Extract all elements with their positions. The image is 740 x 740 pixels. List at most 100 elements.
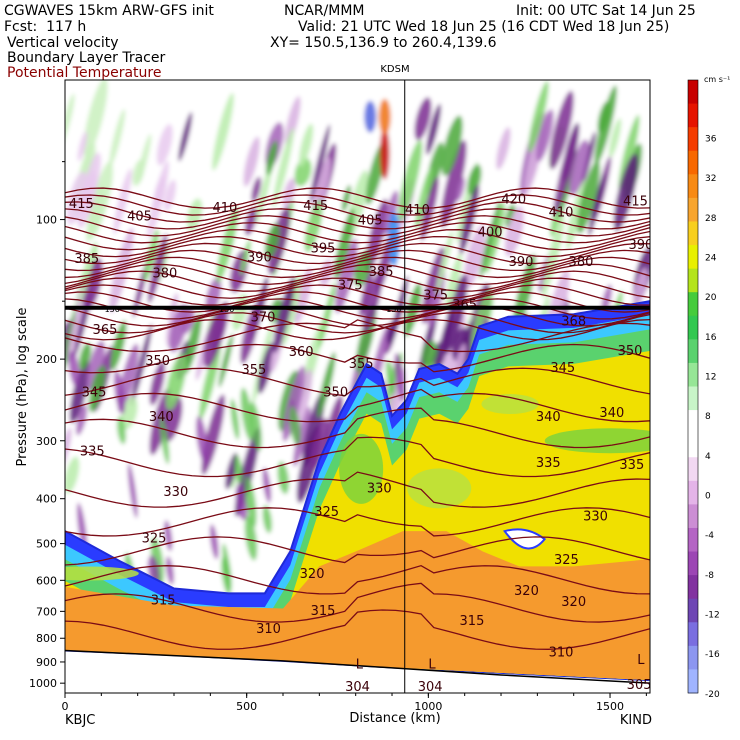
colorbar-frame [687,79,699,694]
colorbar-swatch [688,386,698,411]
tracer-hole [502,528,547,550]
wave-streak [632,267,648,310]
x-tick-label: 1000 [414,700,442,713]
wave-streak [549,90,574,170]
tracer-patch [339,433,384,504]
theta-contour-line [65,187,650,209]
y-tick-label: 300 [36,435,57,448]
theta-contour-label: 315 [460,614,485,629]
tracer-patch [407,468,472,509]
theta-contour-line [65,242,650,265]
tracer-patch [65,566,139,581]
colorbar-swatch [688,433,698,458]
colorbar-tick-label: 4 [705,452,711,462]
wave-streak [284,96,301,146]
colorbar-swatch [688,362,698,387]
wave-streak [264,222,280,260]
theta-contour-label: 304 [418,680,443,695]
theta-contour-label: 325 [314,505,339,520]
updraft-core [379,127,390,180]
colorbar-swatch [688,598,698,623]
wave-streak [398,139,423,222]
lower-wave-streak [385,359,396,396]
theta-contour-label: 330 [163,485,188,500]
wave-streak [613,153,639,232]
plot-overlay: 150 150 150 L L L [65,80,650,693]
theta-contour-line [65,229,650,251]
colorbar-tick-label: 16 [705,333,717,343]
y-tick-label: 500 [36,538,57,551]
colorbar-swatch [688,575,698,600]
wave-streak [536,109,554,162]
wave-streak [86,340,106,392]
lower-wave-streak [113,370,126,415]
theta-contour-label: 390 [247,250,272,265]
wave-streak [255,158,274,224]
y-tick-label: 100 [36,214,57,227]
theta-contour-label: 305 [627,678,652,693]
colorbar-tick-label: -20 [705,690,720,700]
colorbar-tick-label: -12 [705,611,720,621]
theta-contour-label: 325 [142,531,167,546]
wave-streak [282,178,296,209]
theta-contour-label: 415 [69,197,94,212]
wave-streak [435,310,454,373]
lower-wave-streak [288,406,301,446]
theta-contour-line [65,407,650,449]
wave-streak [403,282,422,337]
wave-streak [441,115,463,177]
low-pressure-marker: L [637,653,645,668]
wave-streak [479,199,501,280]
field-boundary-layer-tracer: Boundary Layer Tracer [7,50,166,66]
wave-streak [240,239,251,276]
theta-contour-label: 304 [345,680,370,695]
lower-wave-streak [127,463,138,519]
colorbar-swatch [688,622,698,647]
colorbar-tick-label: 12 [705,373,716,383]
colorbar-tick-label: 24 [705,254,717,264]
theta-contour-label: 405 [127,209,152,224]
wave-streak [169,304,189,353]
theta-contour-label: 400 [478,225,503,240]
tracer-patch [544,428,650,454]
colorbar-swatch [688,245,698,270]
wave-streak [251,176,262,203]
terrain-line [65,649,650,684]
theta-contour-label: 395 [311,242,336,257]
colorbar-swatch [688,103,698,128]
wave-streak [463,224,486,289]
theta-contour-label: 350 [618,344,643,359]
theta-contour-label: 385 [369,265,394,280]
wave-streak [484,201,506,274]
colorbar-swatch [688,551,698,576]
lower-wave-streak [209,524,219,560]
updraft-core [378,98,391,135]
reference-line-label: 150 [219,305,234,314]
wave-streak [65,93,75,145]
theta-contour-label: 390 [629,238,654,253]
colorbar-swatch [688,315,698,340]
lower-wave-streak [277,461,290,495]
theta-contour-label: 365 [93,323,118,338]
theta-contour-label: 385 [74,252,99,267]
wave-streak [109,109,126,167]
theta-contour-label: 410 [405,203,430,218]
colorbar-swatch [688,174,698,199]
theta-contour-label: 415 [303,199,328,214]
wave-streak [298,123,314,168]
theta-contour-line [65,388,650,423]
theta-contour-label: 375 [338,278,363,293]
theta-contour-label: 370 [251,311,276,326]
wave-streak [310,418,329,472]
wave-streak [272,127,295,208]
colorbar-swatch [688,268,698,293]
theta-contour-label: 355 [242,363,267,378]
wave-streak [218,333,234,388]
theta-contour-label: 330 [367,481,392,496]
wave-streak [212,92,234,171]
colorbar-tick-label: 20 [705,293,717,303]
theta-contour-line [65,235,650,258]
lower-wave-streak [68,350,80,388]
wave-streak [618,115,640,191]
